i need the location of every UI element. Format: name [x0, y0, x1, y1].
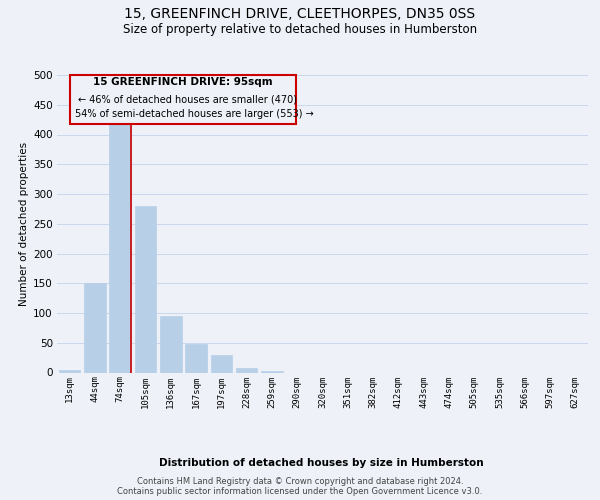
Y-axis label: Number of detached properties: Number of detached properties: [19, 142, 29, 306]
Text: Contains public sector information licensed under the Open Government Licence v3: Contains public sector information licen…: [118, 487, 482, 496]
Text: Size of property relative to detached houses in Humberston: Size of property relative to detached ho…: [123, 22, 477, 36]
Bar: [211, 354, 232, 372]
FancyBboxPatch shape: [70, 75, 296, 124]
Text: 15, GREENFINCH DRIVE, CLEETHORPES, DN35 0SS: 15, GREENFINCH DRIVE, CLEETHORPES, DN35 …: [124, 8, 476, 22]
Bar: [160, 316, 182, 372]
Bar: [84, 283, 106, 372]
Text: Contains HM Land Registry data © Crown copyright and database right 2024.: Contains HM Land Registry data © Crown c…: [137, 477, 463, 486]
Bar: [59, 370, 80, 372]
Text: 54% of semi-detached houses are larger (553) →: 54% of semi-detached houses are larger (…: [74, 109, 313, 119]
Text: 15 GREENFINCH DRIVE: 95sqm: 15 GREENFINCH DRIVE: 95sqm: [94, 78, 273, 88]
Bar: [109, 122, 131, 372]
Bar: [135, 206, 156, 372]
Bar: [185, 344, 207, 372]
Bar: [236, 368, 257, 372]
Text: ← 46% of detached houses are smaller (470): ← 46% of detached houses are smaller (47…: [78, 94, 297, 104]
Text: Distribution of detached houses by size in Humberston: Distribution of detached houses by size …: [158, 458, 484, 468]
